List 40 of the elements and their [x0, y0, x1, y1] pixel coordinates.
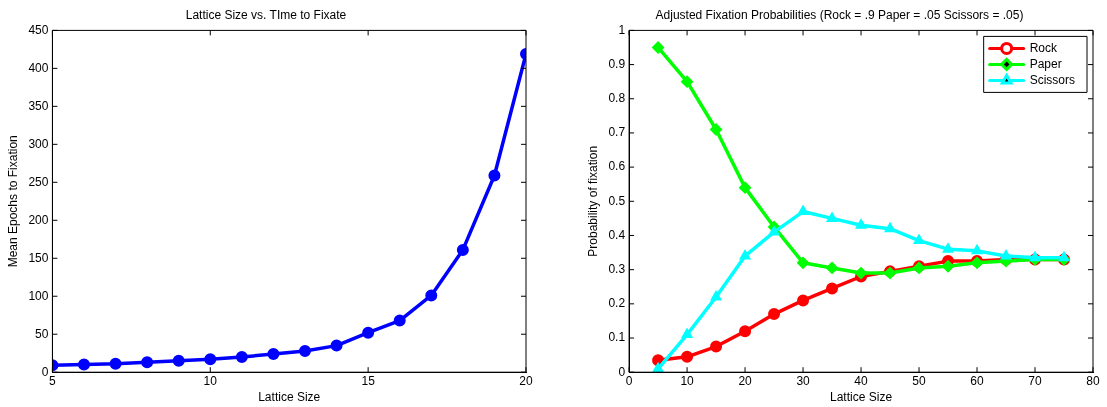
x-tick-label: 20 — [738, 373, 753, 388]
y-tick-label: 0.9 — [608, 56, 626, 71]
x-tick-label: 40 — [854, 373, 869, 388]
y-axis-title: Probability of fixation — [585, 145, 600, 257]
y-tick-label: 0.4 — [608, 227, 626, 242]
y-tick-label: 0.6 — [608, 159, 626, 174]
chart-title: Lattice Size vs. TIme to Fixate — [185, 7, 347, 22]
y-tick-label: 100 — [28, 288, 49, 303]
x-tick-label: 70 — [1028, 373, 1042, 388]
y-tick-label: 350 — [28, 98, 49, 113]
x-tick-label: 10 — [203, 373, 218, 388]
x-tick-label: 80 — [1086, 373, 1100, 388]
y-axis-title: Mean Epochs to Fixation — [5, 135, 20, 268]
x-tick-label: 15 — [361, 373, 376, 388]
y-tick-label: 1 — [618, 22, 626, 37]
x-axis-title: Lattice Size — [258, 390, 321, 405]
y-tick-label: 0.2 — [608, 296, 626, 311]
chart-title: Adjusted Fixation Probabilities (Rock = .9 Paper = .05 Scissors = .05) — [655, 7, 1024, 22]
y-tick-label: 450 — [28, 22, 49, 37]
x-tick-label: 30 — [796, 373, 811, 388]
y-tick-label: 150 — [28, 250, 49, 265]
y-tick-label: 250 — [28, 174, 49, 189]
legend-label: Paper — [1029, 56, 1062, 71]
y-tick-label: 0.8 — [608, 91, 626, 106]
y-tick-label: 0.1 — [608, 330, 626, 345]
x-tick-label: 20 — [519, 373, 533, 388]
y-tick-label: 0.3 — [608, 261, 626, 276]
x-tick-label: 50 — [912, 373, 927, 388]
x-axis-title: Lattice Size — [830, 390, 893, 405]
y-tick-label: 400 — [28, 60, 49, 75]
y-tick-label: 0.5 — [608, 193, 626, 208]
legend-label: Scissors — [1029, 72, 1075, 87]
x-tick-label: 60 — [970, 373, 985, 388]
legend-label: Rock — [1029, 40, 1058, 55]
y-tick-label: 50 — [35, 326, 49, 341]
y-tick-label: 200 — [28, 212, 49, 227]
x-tick-label: 5 — [49, 373, 57, 388]
y-tick-label: 300 — [28, 136, 49, 151]
x-tick-label: 10 — [680, 373, 695, 388]
y-tick-label: 0.7 — [608, 125, 626, 140]
